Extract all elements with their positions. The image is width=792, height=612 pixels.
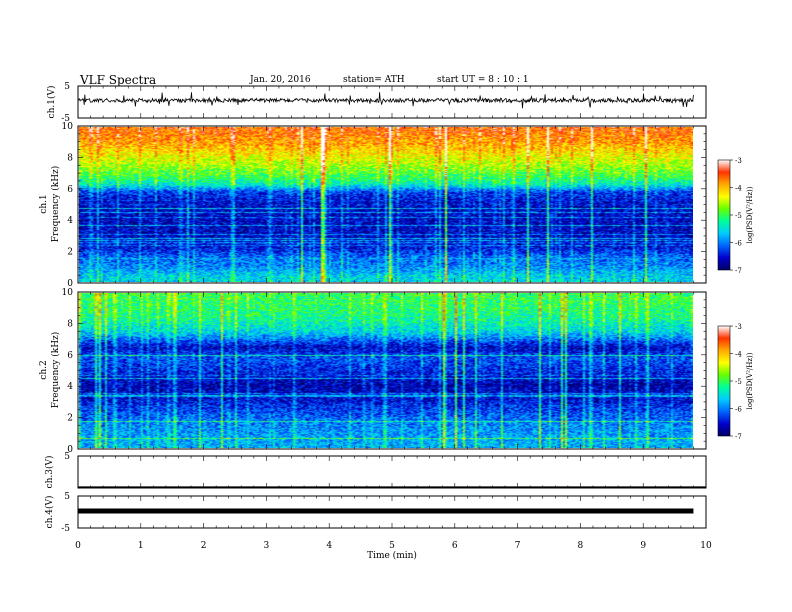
ch2-colorbar-label: log(PSD(V²/Hz)) [746, 352, 754, 409]
ch3-y-axis-label: ch.3(V) [44, 456, 55, 489]
ch1-y-axis-label: ch.1(V) [46, 86, 57, 119]
colorbar-tick-label: -4 [735, 185, 742, 193]
ch2-spectrogram-channel-label: ch.2 [39, 360, 49, 379]
x-tick-label: 9 [640, 541, 646, 551]
figure-title: VLF Spectra [79, 73, 156, 87]
colorbar-tick-label: -7 [735, 267, 742, 275]
x-tick-label: 0 [75, 541, 81, 551]
ch1-signal-trace [77, 92, 694, 109]
y-tick-label: 6 [67, 185, 73, 195]
ch2-colorbar-gradient [717, 325, 731, 437]
start-time-label: start UT = 8 : 10 : 1 [437, 75, 529, 85]
ch2-spectrogram-image [79, 293, 693, 448]
y-tick-label: 2 [67, 414, 73, 424]
colorbar-tick-label: -6 [735, 406, 742, 414]
y-tick-label: 10 [62, 288, 74, 298]
y-tick-label: 10 [62, 122, 74, 132]
x-tick-label: 3 [264, 541, 270, 551]
x-tick-label: 8 [578, 541, 584, 551]
y-tick-label: -5 [61, 524, 70, 534]
x-tick-label: 7 [515, 541, 521, 551]
y-tick-label: 0 [67, 279, 73, 289]
x-tick-label: 6 [452, 541, 458, 551]
x-tick-label: 5 [389, 541, 395, 551]
ch1-spectrogram-y-axis-label: Frequency (kHz) [50, 166, 61, 243]
x-tick-label: 4 [326, 541, 332, 551]
ch4-y-axis-label: ch.4(V) [44, 496, 55, 529]
y-tick-label: 2 [67, 248, 73, 258]
y-tick-label: -5 [61, 114, 70, 124]
y-tick-label: 5 [64, 492, 70, 502]
ch1-colorbar-label: log(PSD(V²/Hz)) [746, 186, 754, 243]
ch2-colorbar: log(PSD(V²/Hz)) [717, 325, 754, 437]
ch1-spectrogram-image [79, 127, 693, 282]
axis-ticks-layer: 0 1 2 3 4 5 6 7 8 9 10024681002468105-555-5-3-4-5-… [61, 82, 742, 551]
y-tick-label: 5 [64, 82, 70, 92]
ch1-colorbar-gradient [717, 159, 731, 271]
colorbar-tick-label: -5 [735, 212, 742, 220]
ch2-spectrogram-y-axis-label: Frequency (kHz) [50, 332, 61, 409]
y-tick-label: 6 [67, 351, 73, 361]
colorbar-tick-label: -4 [735, 351, 742, 359]
ch1-spectrogram-channel-label: ch.1 [39, 194, 49, 213]
x-tick-label: 1 [138, 541, 144, 551]
colorbar-tick-label: -3 [735, 157, 742, 165]
colorbar-tick-label: -6 [735, 240, 742, 248]
x-tick-label: 2 [201, 541, 207, 551]
colorbar-tick-label: -3 [735, 323, 742, 331]
y-tick-label: 8 [67, 153, 73, 163]
colorbar-tick-label: -7 [735, 433, 742, 441]
colorbar-tick-label: -5 [735, 378, 742, 386]
x-axis-label: Time (min) [367, 550, 417, 561]
station-label: station= ATH [343, 75, 405, 85]
y-tick-label: 4 [67, 382, 73, 392]
y-tick-label: 8 [67, 319, 73, 329]
y-tick-label: 5 [64, 452, 70, 462]
date-label: Jan. 20, 2016 [249, 75, 311, 85]
y-tick-label: 4 [67, 216, 73, 226]
x-tick-label: 10 [700, 541, 712, 551]
y-tick-label: 0 [67, 445, 73, 455]
